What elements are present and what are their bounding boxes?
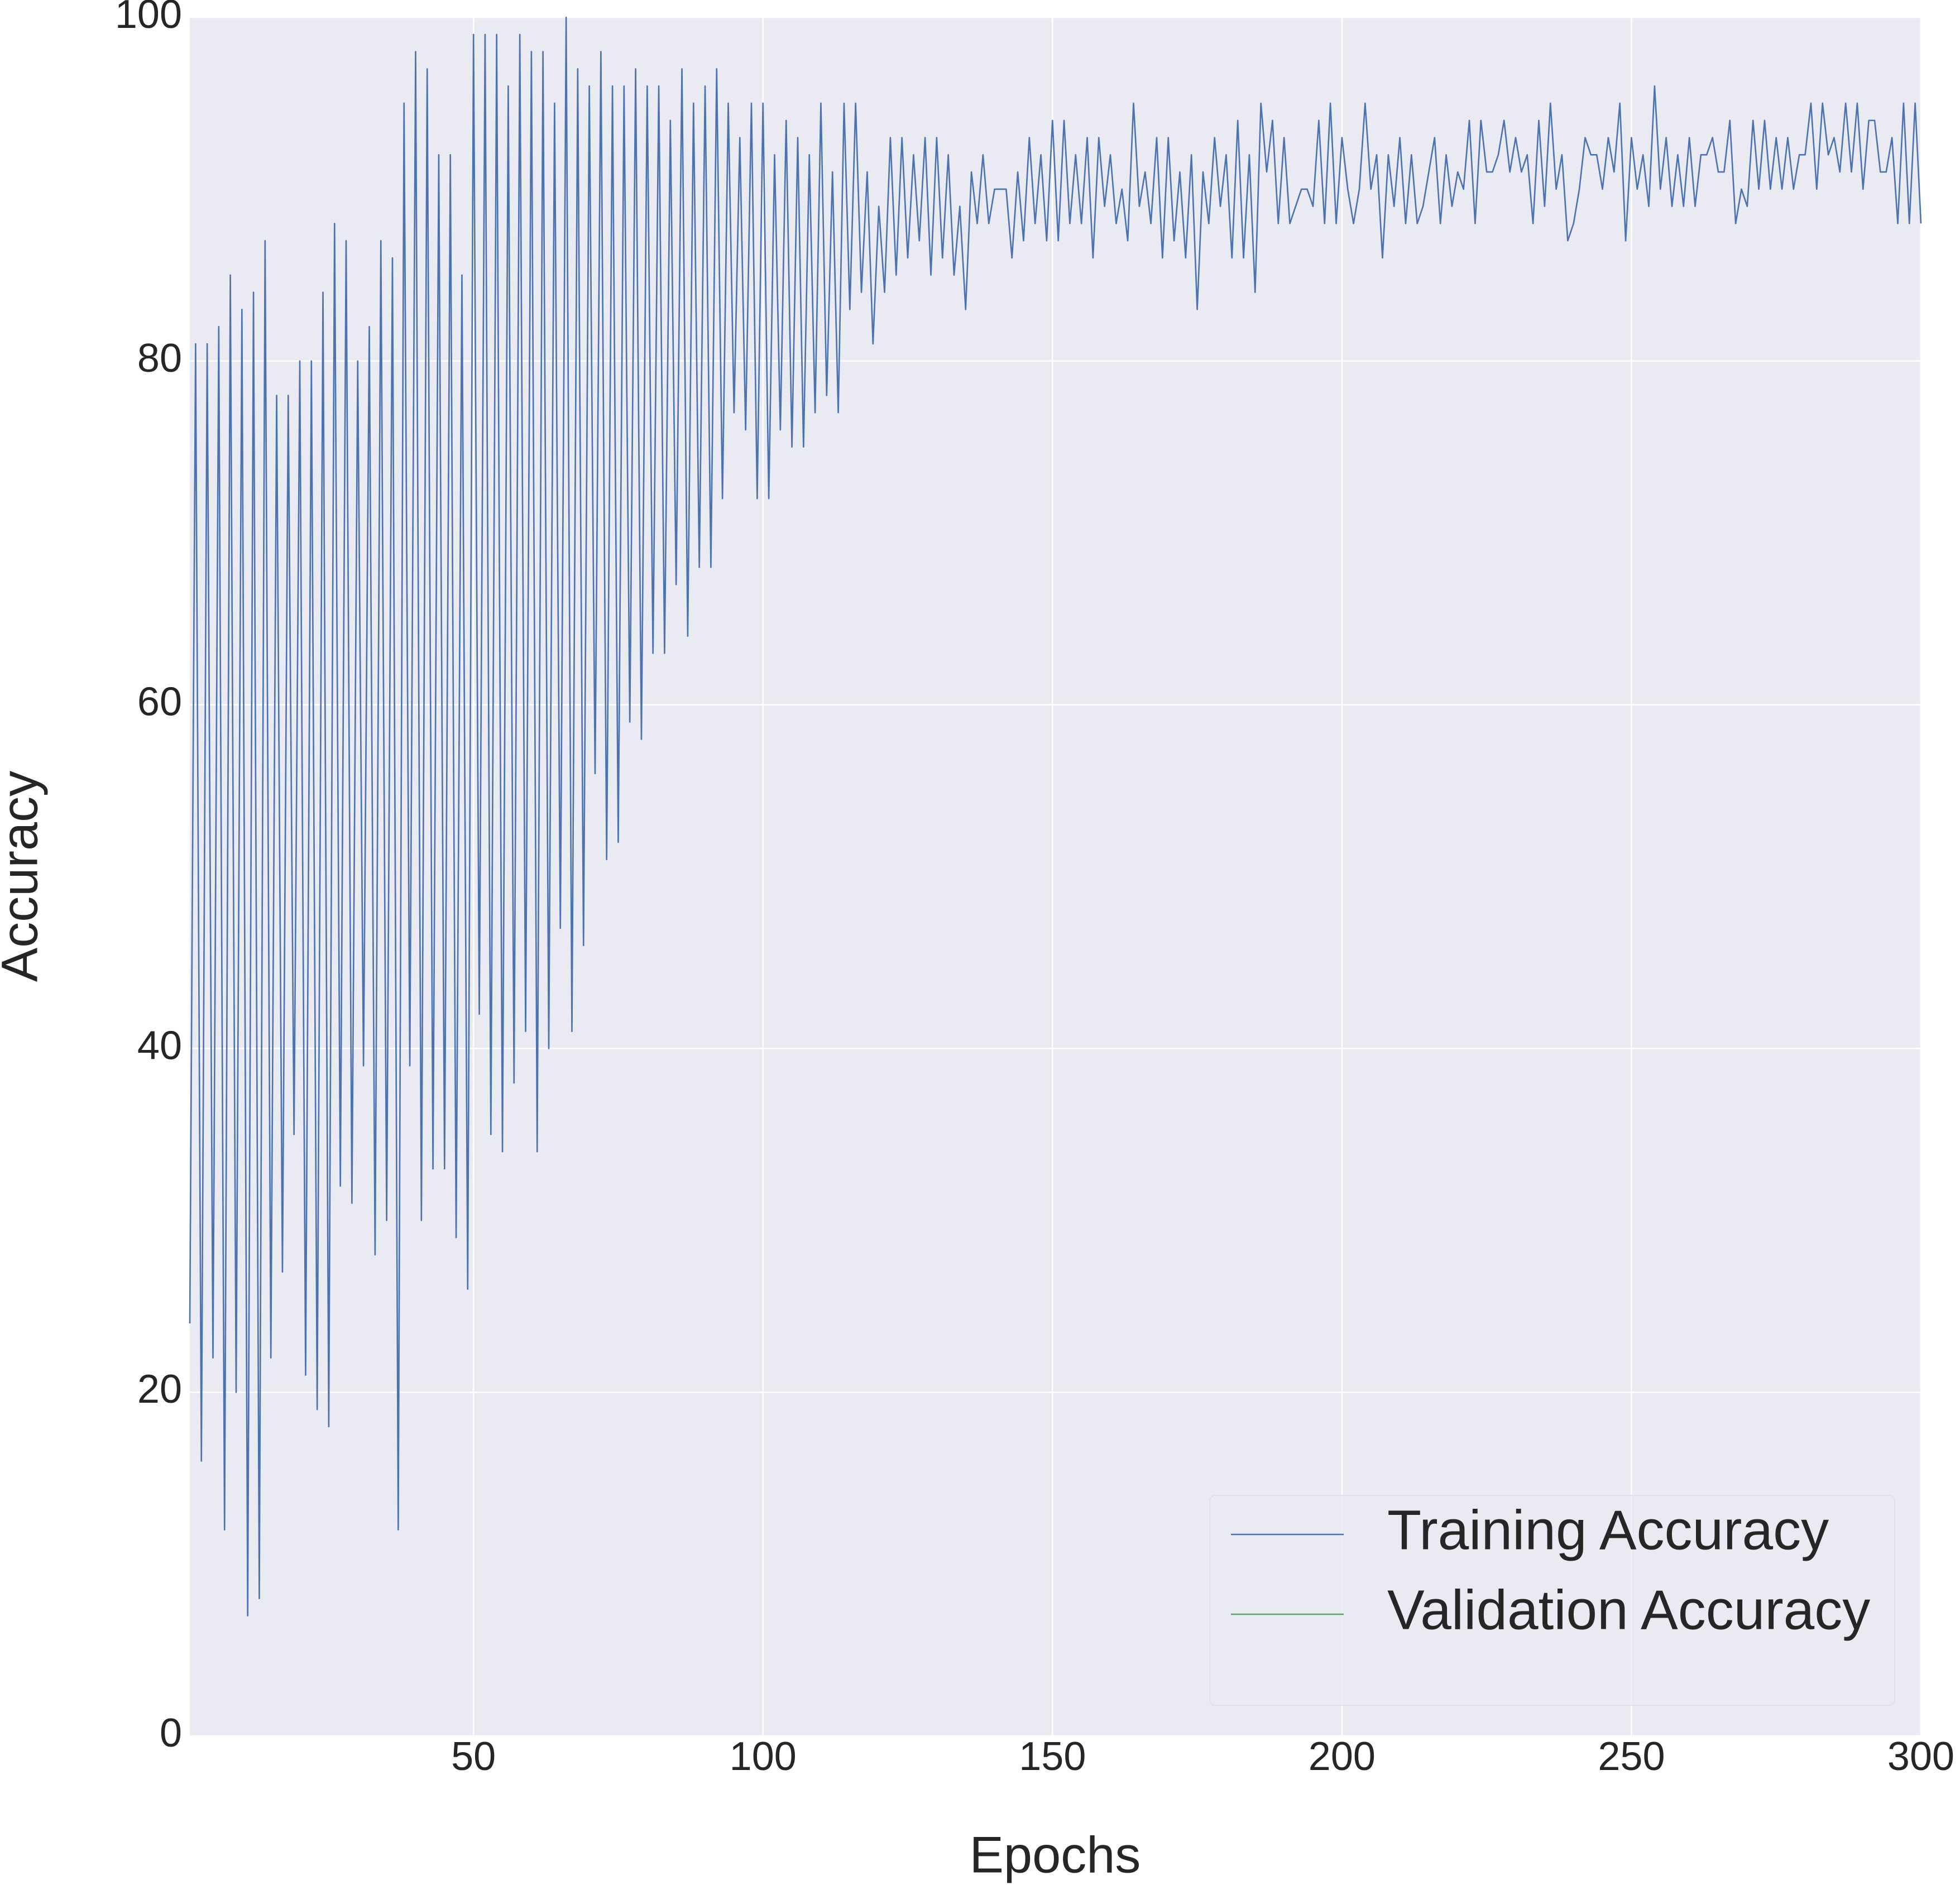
x-axis-label: Epochs <box>970 1826 1141 1883</box>
x-tick-label: 200 <box>1309 1734 1376 1779</box>
y-tick-label: 100 <box>115 0 182 37</box>
y-tick-label: 60 <box>137 680 182 725</box>
y-tick-label: 40 <box>137 1023 182 1068</box>
legend-box <box>1209 1495 1895 1706</box>
x-tick-label: 250 <box>1598 1734 1665 1779</box>
legend-label: Training Accuracy <box>1387 1499 1829 1561</box>
x-tick-label: 50 <box>451 1734 496 1779</box>
x-tick-label: 100 <box>730 1734 797 1779</box>
data-line <box>189 16 1922 1616</box>
legend-label: Validation Accuracy <box>1387 1579 1870 1641</box>
x-tick-label: 300 <box>1887 1734 1954 1779</box>
y-tick-label: 20 <box>137 1367 182 1412</box>
y-tick-label: 0 <box>160 1711 182 1755</box>
y-axis-label: Accuracy <box>0 771 48 982</box>
legend: Training Accuracy Validation Accuracy <box>1209 1495 1895 1706</box>
x-tick-label: 150 <box>1019 1734 1086 1779</box>
y-tick-label: 80 <box>137 336 182 381</box>
